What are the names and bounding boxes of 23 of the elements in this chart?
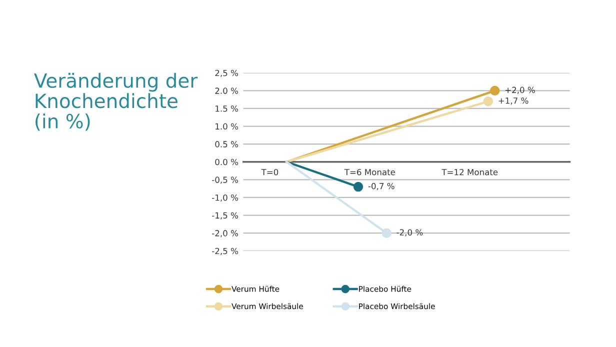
data-label: +1,7 % [498,97,528,105]
y-tick-label: -1,0 % [212,194,238,202]
data-label: -0,7 % [368,182,394,190]
point [483,96,494,106]
x-tick-label: T=6 Monate [344,168,396,176]
y-tick-label: 0.5 % [215,141,238,148]
data-label: +2,0 % [505,86,535,94]
y-tick-label: -2,0 % [212,230,238,238]
y-tick-label: -1,5 % [212,212,238,220]
data-label: -2,0 % [396,229,423,236]
y-tick-label: 2.0 % [215,88,238,94]
y-tick-label: 1.5 % [216,105,238,112]
y-tick-label: 2,5 % [215,70,238,78]
y-tick-label: -0,5 % [212,176,238,184]
y-tick-label: 1.0 % [216,123,238,130]
point [382,228,392,238]
y-tick-label: -2,5 % [212,248,238,256]
x-tick-label: T=0 [261,168,278,176]
text: Veränderung der Knochendichte (in %) [34,72,198,131]
point [490,86,500,96]
point [353,182,364,192]
x-tick-label: T=12 Monate [442,168,498,176]
y-tick-label: 0.0 % [215,158,238,166]
